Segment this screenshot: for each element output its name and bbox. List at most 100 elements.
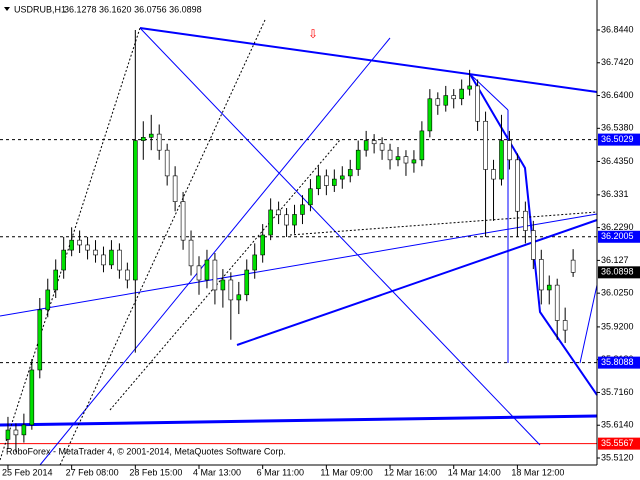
candle-body	[284, 214, 289, 226]
level-label-bg	[598, 230, 640, 243]
candle-body	[204, 259, 210, 281]
level-label: 36.2005	[601, 231, 634, 241]
candle-body	[292, 214, 297, 226]
candle-body	[316, 175, 321, 190]
candle-body	[570, 259, 576, 273]
candle-body	[61, 249, 66, 271]
footer: RoboForex - MetaTrader 4, © 2001-2014, M…	[6, 446, 286, 456]
candle-body	[236, 294, 242, 301]
candle-body	[101, 254, 106, 266]
candle-body	[188, 239, 194, 267]
candle-body	[483, 120, 488, 170]
trend-line	[236, 219, 598, 346]
candle-body	[172, 175, 178, 202]
level-label: 35.5567	[601, 438, 634, 448]
analysis-lines	[0, 19, 598, 466]
fan-line	[109, 139, 341, 411]
sell-arrow-icon: ⇩	[308, 27, 318, 41]
candle-body	[212, 259, 218, 291]
candle-body	[5, 429, 11, 440]
candle-body	[133, 140, 138, 281]
level-label-bg	[598, 133, 640, 146]
candle-body	[156, 133, 162, 151]
y-tick-label: 36.0250	[601, 288, 634, 298]
candle-body	[451, 95, 457, 100]
candle-body	[29, 369, 35, 426]
candle-body	[268, 209, 273, 236]
level-label: 35.8088	[601, 357, 634, 367]
x-tick-label: 18 Mar 12:00	[511, 467, 564, 477]
y-tick-label: 35.7160	[601, 387, 634, 397]
candle-body	[523, 210, 528, 231]
candle-body	[228, 279, 234, 301]
candle-body	[260, 234, 265, 256]
candle-body	[140, 137, 146, 141]
y-tick-label: 36.5380	[601, 123, 634, 133]
candle-body	[180, 201, 186, 241]
candle-body	[546, 284, 552, 291]
candle-body	[435, 98, 441, 106]
y-tick-label: 36.8440	[601, 24, 634, 34]
candle-body	[93, 249, 98, 256]
candle-body	[363, 140, 369, 151]
candle-body	[77, 239, 82, 246]
candle-body	[45, 289, 51, 311]
candle-body	[491, 169, 496, 180]
x-tick-label: 14 Mar 14:00	[448, 467, 501, 477]
x-tick-label: 12 Mar 16:00	[384, 467, 437, 477]
candle-body	[515, 159, 520, 212]
level-label-bg	[598, 266, 640, 279]
level-label: 36.5029	[601, 134, 634, 144]
candle-body	[21, 424, 27, 436]
wave-line	[579, 284, 598, 364]
candle-body	[244, 269, 250, 296]
candle-body	[459, 88, 464, 100]
candle-body	[148, 133, 154, 138]
candle-body	[164, 149, 170, 177]
candle-body	[355, 149, 361, 170]
candle-body	[117, 249, 122, 271]
candle-body	[507, 140, 512, 161]
projection-line	[39, 37, 391, 466]
candle-body	[300, 204, 305, 215]
level-label-bg	[598, 356, 640, 369]
y-tick-label: 36.331	[601, 189, 629, 199]
candle-body	[339, 175, 345, 180]
wave-line	[469, 73, 509, 111]
symbol: USDRUB,H1	[14, 4, 66, 14]
trend-line	[139, 27, 598, 93]
candle-body	[69, 239, 74, 251]
x-tick-label: 4 Mar 13:00	[193, 467, 241, 477]
candle-body	[37, 309, 43, 371]
x-tick-label: 6 Mar 11:00	[257, 467, 304, 477]
candle-body	[443, 95, 449, 106]
y-tick-label: 35.5120	[601, 452, 634, 462]
trend-line	[0, 213, 598, 317]
x-tick-label: 11 Mar 09:00	[320, 467, 372, 477]
y-tick-label: 36.4350	[601, 156, 634, 166]
candle-body	[252, 254, 258, 271]
x-tick-label: 28 Feb 15:00	[129, 467, 182, 477]
candle-body	[13, 429, 19, 436]
candle-body	[332, 178, 337, 186]
candle-body	[85, 244, 90, 251]
candle-body	[125, 269, 130, 281]
candle-body	[531, 230, 536, 260]
candle-body	[427, 98, 433, 132]
candle-body	[196, 265, 202, 281]
candle-body	[379, 143, 385, 151]
y-tick-label: 36.2290	[601, 222, 634, 232]
level-label: 36.0898	[601, 267, 634, 277]
fan-line	[289, 211, 598, 236]
trend-line	[0, 414, 598, 427]
candle-body	[499, 140, 504, 180]
x-tick-label: 27 Feb 08:00	[66, 467, 119, 477]
candle-body	[220, 279, 226, 291]
candle-body	[411, 159, 417, 164]
candle-body	[371, 140, 377, 145]
y-tick-label: 35.6140	[601, 420, 634, 430]
candle-body	[324, 175, 329, 186]
symbol-icon	[4, 7, 10, 11]
